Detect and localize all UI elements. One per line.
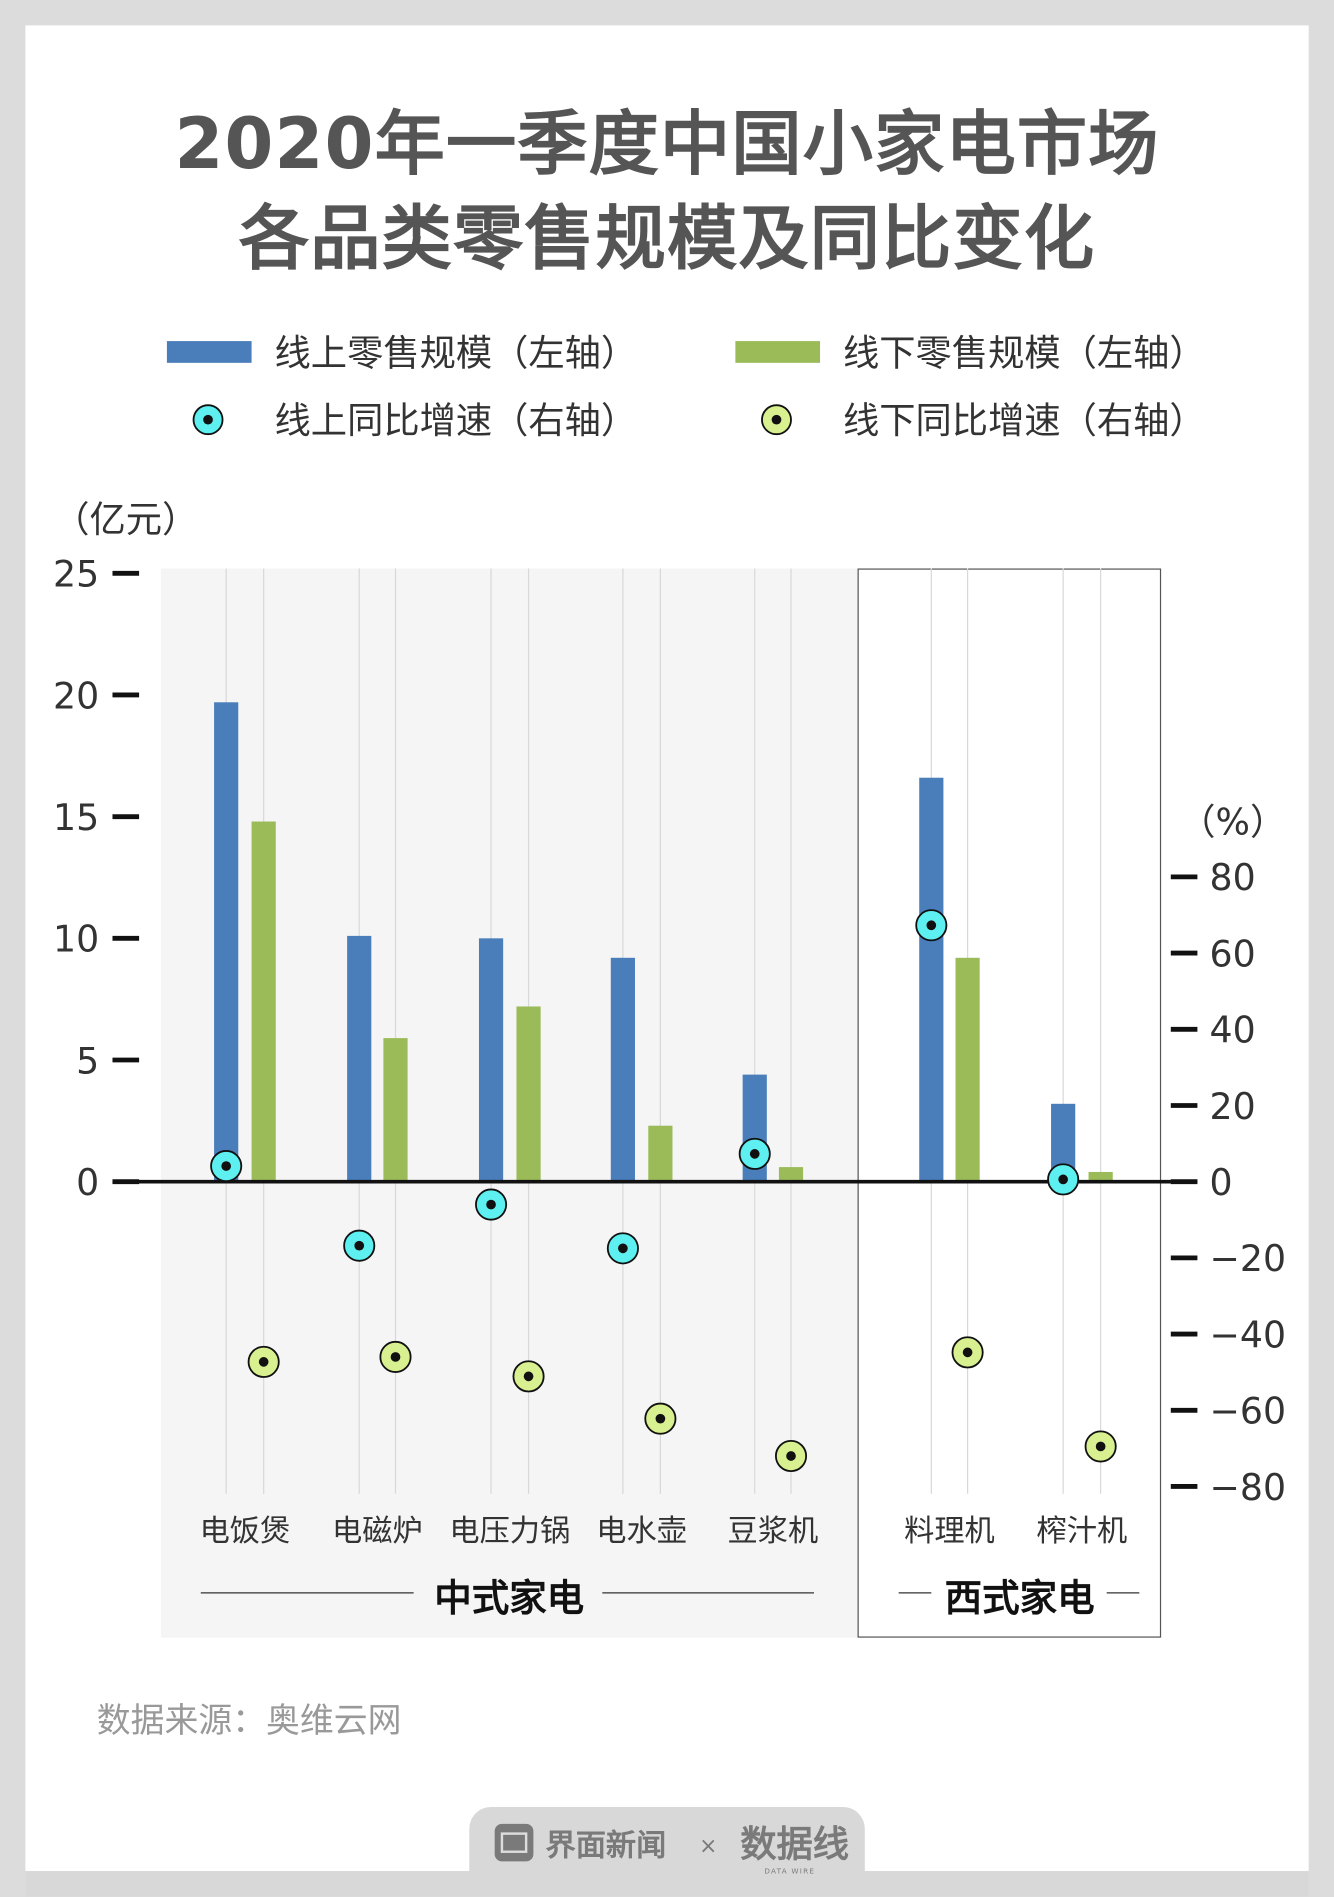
- title-line-2: 各品类零售规模及同比变化: [238, 197, 1096, 280]
- left-tick-label: 0: [76, 1161, 99, 1204]
- bar-offline-豆浆机: [778, 1167, 804, 1182]
- category-label: 电磁炉: [332, 1514, 423, 1549]
- dot-center: [486, 1199, 496, 1210]
- dot-center: [655, 1413, 666, 1424]
- left-tick-label: 20: [53, 674, 99, 717]
- category-label: 电压力锅: [449, 1514, 570, 1549]
- left-tick-label: 5: [76, 1039, 99, 1082]
- left-tick-label: 10: [53, 918, 99, 961]
- bar-offline-榨汁机: [1088, 1171, 1113, 1182]
- legend-label-2: 线上同比增速（右轴）: [275, 399, 638, 442]
- source-note: 数据来源：奥维云网: [97, 1701, 402, 1740]
- legend-label-3: 线下同比增速（右轴）: [843, 399, 1206, 442]
- group-label-chinese: 中式家电: [434, 1576, 584, 1620]
- right-tick-label: −80: [1210, 1466, 1287, 1509]
- dot-center: [354, 1240, 365, 1251]
- bar-offline-电饭煲: [251, 821, 276, 1182]
- group-label-western: 西式家电: [945, 1576, 1095, 1620]
- left-axis-unit: （亿元）: [53, 498, 198, 541]
- bar-offline-料理机: [955, 957, 980, 1182]
- dot-center: [786, 1451, 796, 1461]
- dot-center: [258, 1357, 269, 1367]
- bar-online-电水壶: [610, 957, 635, 1182]
- category-label: 榨汁机: [1037, 1514, 1128, 1549]
- left-tick-label: 25: [53, 553, 99, 596]
- dot-center: [1095, 1441, 1106, 1452]
- right-tick-label: −20: [1210, 1237, 1287, 1280]
- right-tick-label: 0: [1210, 1161, 1233, 1204]
- dot-center: [618, 1243, 628, 1254]
- dot-center: [926, 920, 937, 931]
- western-group-panel: [857, 568, 1162, 1638]
- legend-label-1: 线下零售规模（左轴）: [843, 331, 1206, 374]
- bar-online-电饭煲: [214, 702, 239, 1182]
- right-tick-label: 60: [1210, 932, 1256, 975]
- category-label: 电水壶: [596, 1514, 687, 1549]
- dot-center: [390, 1352, 401, 1362]
- category-label: 豆浆机: [728, 1514, 819, 1549]
- chinese-group-panel: [160, 568, 858, 1638]
- legend-label-0: 线上零售规模（左轴）: [275, 331, 638, 374]
- dot-center: [523, 1371, 534, 1382]
- footer-tab: [469, 1806, 865, 1880]
- dot-center: [962, 1347, 973, 1358]
- right-tick-label: −60: [1210, 1390, 1287, 1433]
- legend-swatch-1: [735, 341, 821, 363]
- category-label: 料理机: [904, 1514, 995, 1549]
- right-axis-unit: （%）: [1179, 801, 1286, 844]
- bar-online-料理机: [919, 777, 944, 1182]
- title-line-1: 2020年一季度中国小家电市场: [174, 102, 1160, 186]
- left-tick-label: 15: [53, 796, 99, 839]
- bar-offline-电水壶: [648, 1125, 673, 1182]
- dot-center: [221, 1161, 232, 1171]
- footer-base: [25, 1871, 1309, 1897]
- right-tick-label: 80: [1210, 856, 1256, 899]
- bar-online-电磁炉: [347, 935, 372, 1182]
- dot-center: [749, 1149, 760, 1159]
- right-tick-label: 40: [1210, 1009, 1256, 1052]
- bar-offline-电磁炉: [383, 1038, 408, 1182]
- dot-center: [1058, 1174, 1068, 1185]
- category-label: 电饭煲: [200, 1514, 291, 1549]
- bar-online-电压力锅: [478, 938, 504, 1182]
- legend-swatch-0: [166, 341, 252, 363]
- bar-offline-电压力锅: [516, 1006, 541, 1182]
- right-tick-label: 20: [1210, 1085, 1256, 1128]
- right-tick-label: −40: [1210, 1313, 1287, 1356]
